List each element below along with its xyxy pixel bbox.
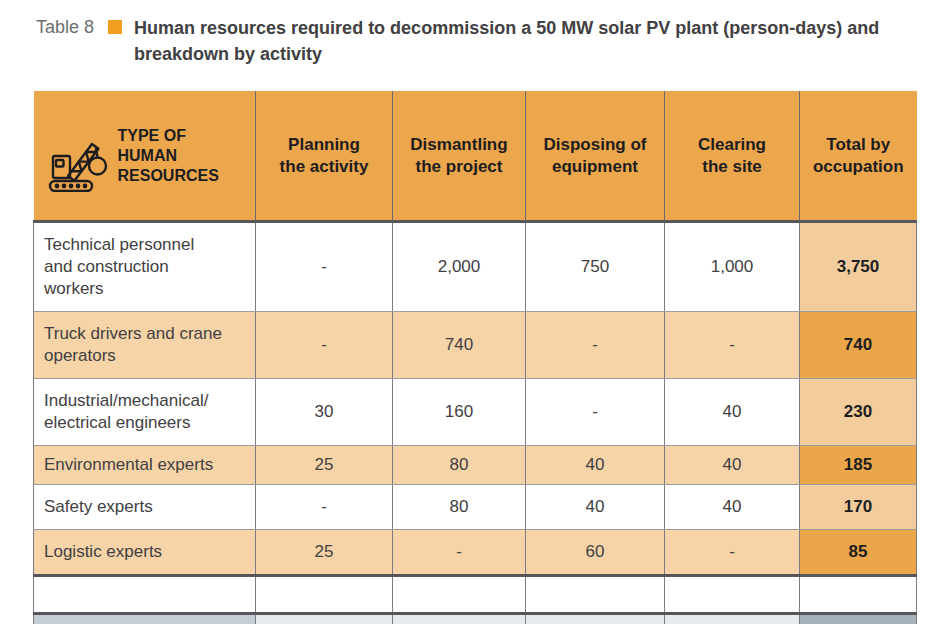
row-label: Truck drivers and crane operators — [34, 312, 256, 379]
header-clearing: Clearing the site — [665, 91, 800, 222]
header-total-by-occupation: Total by occupation — [800, 91, 917, 222]
cell-planning: - — [256, 312, 393, 379]
cell-clearing: 1,000 — [665, 222, 800, 312]
totals-dismantling: 3,060 (60%) — [393, 614, 526, 624]
row-label: Technical personnel and construction wor… — [34, 222, 256, 312]
cell-dismantling: 160 — [393, 379, 526, 446]
grand-total: 5,150 — [800, 614, 917, 624]
cell-total: 3,750 — [800, 222, 917, 312]
table-row: Safety experts - 80 40 40 170 — [34, 485, 917, 530]
totals-row: Total (as %) 80 (2%) 3,060 (60%) 890 (17… — [34, 614, 917, 624]
row-label: Industrial/mechanical/ electrical engine… — [34, 379, 256, 446]
cell-disposing: 750 — [526, 222, 665, 312]
cell-disposing: 60 — [526, 530, 665, 576]
totals-planning: 80 (2%) — [256, 614, 393, 624]
cell-total: 230 — [800, 379, 917, 446]
hr-decommission-table: TYPE OF HUMAN RESOURCES Planning the act… — [33, 91, 917, 624]
table-row: Logistic experts 25 - 60 - 85 — [34, 530, 917, 576]
cell-clearing: 40 — [665, 379, 800, 446]
cell-total: 740 — [800, 312, 917, 379]
cell-clearing: 40 — [665, 485, 800, 530]
cell-dismantling: 740 — [393, 312, 526, 379]
totals-disposing: 890 (17%) — [526, 614, 665, 624]
cell-disposing: 40 — [526, 446, 665, 485]
cell-clearing: - — [665, 312, 800, 379]
cell-planning: 30 — [256, 379, 393, 446]
header-label: TYPE OF HUMAN RESOURCES — [118, 126, 219, 186]
cell-disposing: - — [526, 379, 665, 446]
table-number: Table 8 — [36, 15, 94, 40]
table-row: Technical personnel and construction wor… — [34, 222, 917, 312]
cell-total: 85 — [800, 530, 917, 576]
totals-clearing: 1,120 (21%) — [665, 614, 800, 624]
cell-total: 170 — [800, 485, 917, 530]
row-label: Safety experts — [34, 485, 256, 530]
table-row: Industrial/mechanical/ electrical engine… — [34, 379, 917, 446]
cell-planning: - — [256, 485, 393, 530]
row-label: Logistic experts — [34, 530, 256, 576]
cell-disposing: 40 — [526, 485, 665, 530]
cell-planning: 25 — [256, 530, 393, 576]
header-type-of-human-resources: TYPE OF HUMAN RESOURCES — [34, 91, 256, 222]
cell-total: 185 — [800, 446, 917, 485]
row-label: Environmental experts — [34, 446, 256, 485]
header-dismantling: Dismantling the project — [393, 91, 526, 222]
table-row: Truck drivers and crane operators - 740 … — [34, 312, 917, 379]
header-planning: Planning the activity — [256, 91, 393, 222]
table-row: Environmental experts 25 80 40 40 185 — [34, 446, 917, 485]
cell-dismantling: 80 — [393, 485, 526, 530]
wrecking-ball-crane-icon — [46, 114, 108, 197]
cell-dismantling: - — [393, 530, 526, 576]
cell-dismantling: 80 — [393, 446, 526, 485]
table-title: Human resources required to decommission… — [134, 15, 929, 67]
cell-dismantling: 2,000 — [393, 222, 526, 312]
totals-label: Total (as %) — [34, 614, 256, 624]
cell-clearing: 40 — [665, 446, 800, 485]
header-disposing: Disposing of equipment — [526, 91, 665, 222]
spacer-row — [34, 576, 917, 614]
cell-clearing: - — [665, 530, 800, 576]
document-page: Table 8 Human resources required to deco… — [0, 0, 949, 624]
table-caption: Table 8 Human resources required to deco… — [0, 0, 949, 67]
caption-square-icon — [108, 20, 122, 34]
cell-disposing: - — [526, 312, 665, 379]
cell-planning: - — [256, 222, 393, 312]
cell-planning: 25 — [256, 446, 393, 485]
header-row: TYPE OF HUMAN RESOURCES Planning the act… — [34, 91, 917, 222]
